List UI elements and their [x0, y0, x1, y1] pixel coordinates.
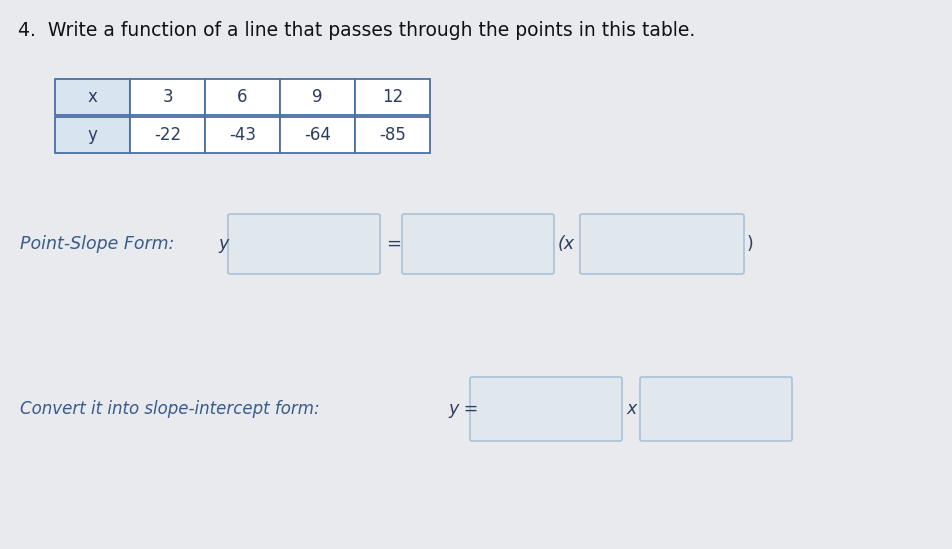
FancyBboxPatch shape	[280, 79, 355, 115]
FancyBboxPatch shape	[355, 117, 430, 153]
Text: Convert it into slope-intercept form:: Convert it into slope-intercept form:	[20, 400, 320, 418]
Text: x: x	[626, 400, 636, 418]
FancyBboxPatch shape	[55, 117, 130, 153]
FancyBboxPatch shape	[580, 214, 744, 274]
FancyBboxPatch shape	[130, 117, 205, 153]
FancyBboxPatch shape	[205, 117, 280, 153]
Text: 3: 3	[162, 88, 173, 106]
Text: -22: -22	[154, 126, 181, 144]
FancyBboxPatch shape	[470, 377, 622, 441]
FancyBboxPatch shape	[130, 79, 205, 115]
Text: =: =	[386, 235, 401, 253]
Text: 6: 6	[237, 88, 248, 106]
Text: -64: -64	[304, 126, 331, 144]
FancyBboxPatch shape	[228, 214, 380, 274]
FancyBboxPatch shape	[640, 377, 792, 441]
FancyBboxPatch shape	[355, 79, 430, 115]
Text: 9: 9	[312, 88, 323, 106]
Text: 12: 12	[382, 88, 403, 106]
Text: 4.  Write a function of a line that passes through the points in this table.: 4. Write a function of a line that passe…	[18, 21, 695, 40]
Text: y: y	[218, 235, 228, 253]
Text: ): )	[747, 235, 754, 253]
FancyBboxPatch shape	[55, 79, 130, 115]
Text: Point-Slope Form:: Point-Slope Form:	[20, 235, 174, 253]
FancyBboxPatch shape	[205, 79, 280, 115]
Text: x: x	[88, 88, 97, 106]
Text: y =: y =	[448, 400, 478, 418]
FancyBboxPatch shape	[280, 117, 355, 153]
Text: -43: -43	[229, 126, 256, 144]
Text: (x: (x	[558, 235, 575, 253]
Text: -85: -85	[379, 126, 406, 144]
Text: y: y	[88, 126, 97, 144]
FancyBboxPatch shape	[402, 214, 554, 274]
